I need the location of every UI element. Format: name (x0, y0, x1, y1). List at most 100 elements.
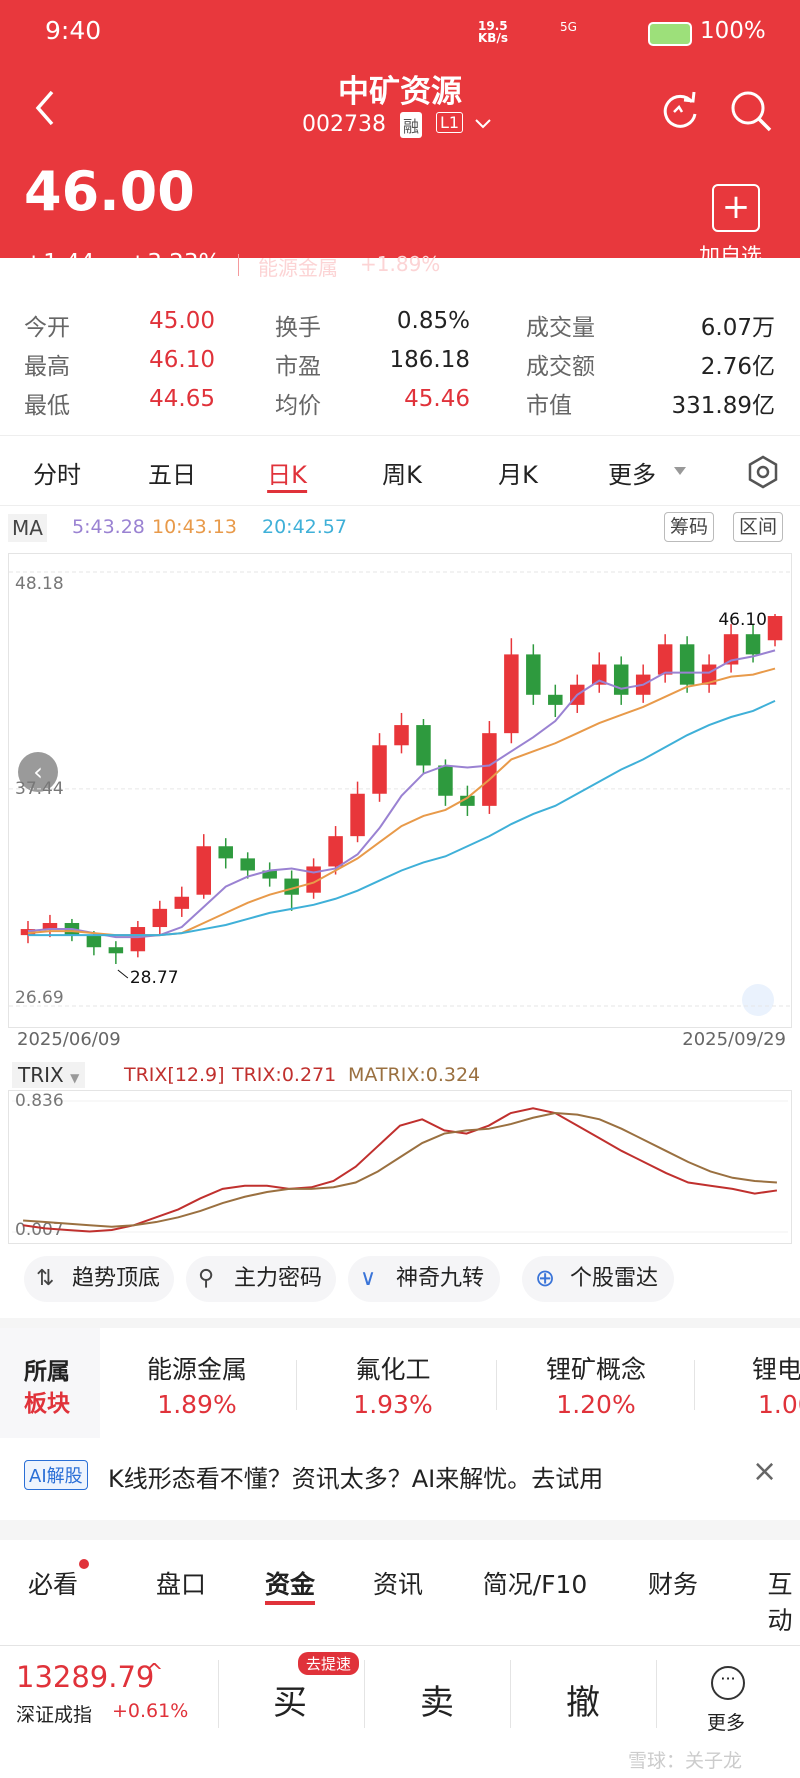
indicator-select[interactable]: TRIX ▼ (12, 1062, 86, 1088)
sector-name[interactable]: 能源金属 (146, 1355, 248, 1384)
content-tab[interactable]: 简况/F10 (482, 1570, 588, 1599)
content-tab[interactable]: 资讯 (372, 1570, 424, 1599)
ai-text[interactable]: K线形态看不懂？资讯太多？AI来解忧。去试用 (108, 1465, 604, 1493)
stat-value: 186.18 (389, 347, 470, 373)
tool-chip[interactable]: 趋势顶底 (24, 1256, 174, 1302)
content-tab[interactable]: 互动 (767, 1570, 793, 1635)
ai-badge: AI解股 (24, 1460, 88, 1490)
tool-chip[interactable]: 神奇九转 (348, 1256, 500, 1302)
stat-label: 成交额 (526, 354, 595, 380)
sector-name[interactable]: 锂电 (752, 1355, 800, 1384)
badge: L1 (436, 112, 464, 133)
chip-icon: ⚲ (198, 1266, 215, 1291)
add-label[interactable]: 加自选 (699, 244, 762, 268)
network: 5G (560, 20, 577, 34)
period-tab[interactable]: 月K (498, 461, 538, 489)
legend-entry: 10:43.13 (152, 516, 237, 538)
legend-entry: 5:43.28 (72, 516, 145, 538)
x-tick-label: 2025/06/09 (17, 1029, 121, 1050)
divider (364, 1660, 365, 1728)
sector-link[interactable]: 能源金属 (258, 256, 338, 280)
divider (218, 1660, 219, 1728)
indicator-select[interactable]: MA (8, 514, 47, 542)
sector-name[interactable]: 氟化工 (355, 1355, 431, 1384)
stat-value: 44.65 (149, 386, 215, 412)
stat-label: 最高 (24, 354, 70, 380)
chart-frame (8, 1090, 792, 1244)
chip-button[interactable]: 筹码 (664, 512, 715, 542)
watermark: 雪球：关子龙 (628, 1750, 743, 1772)
stat-value: 331.89亿 (671, 393, 775, 419)
content-tab[interactable]: 必看 (27, 1570, 79, 1599)
divider (510, 1660, 511, 1728)
price: 46.00 (24, 160, 195, 223)
change-pct: +3.23% (128, 250, 221, 276)
cancel-button[interactable]: 撤 (566, 1683, 600, 1723)
badge: 融 (400, 112, 423, 138)
battery: 100% (700, 18, 766, 44)
change: +1.44 (24, 250, 95, 276)
chip-icon: ⇅ (36, 1266, 55, 1291)
tool-chip[interactable]: 个股雷达 (522, 1256, 674, 1302)
stat-value: 2.76亿 (700, 354, 775, 380)
content-tab[interactable]: 财务 (647, 1570, 699, 1599)
stat-value: 0.85% (396, 308, 470, 334)
stat-label: 成交量 (526, 315, 595, 341)
back-button[interactable] (30, 88, 60, 128)
chart-frame (8, 553, 792, 1028)
indicator-params: TRIX[12.9] (124, 1064, 225, 1086)
stat-label: 最低 (24, 393, 70, 419)
close-button[interactable]: × (752, 1454, 778, 1489)
content-tab[interactable]: 盘口 (155, 1570, 207, 1599)
search-button[interactable] (728, 88, 774, 134)
divider (694, 1360, 695, 1410)
dropdown[interactable] (474, 118, 492, 130)
index-change: +0.61% (112, 1700, 189, 1722)
add-button[interactable]: + (712, 184, 760, 232)
stock-code: 002738 (302, 112, 386, 137)
buy-button[interactable]: 买 (273, 1683, 307, 1723)
sector-name[interactable]: 锂矿概念 (545, 1355, 647, 1384)
stat-value: 45.00 (149, 308, 215, 334)
divider (0, 1645, 800, 1646)
x-tick-label: 2025/09/29 (682, 1029, 786, 1050)
tool-chip[interactable]: 主力密码 (186, 1256, 336, 1302)
indicator-name: TRIX (18, 1063, 64, 1087)
divider (496, 1360, 497, 1410)
stat-label: 市盈 (275, 354, 321, 380)
index-name: 深证成指 (16, 1704, 93, 1726)
chip-icon: ∨ (360, 1266, 377, 1291)
settings-button[interactable] (747, 455, 779, 489)
content-tab[interactable]: 资金 (264, 1565, 316, 1605)
gap (0, 1318, 800, 1328)
more-button[interactable]: 更多 (707, 1712, 746, 1734)
fullscreen-button[interactable] (742, 984, 774, 1016)
index-value[interactable]: 13289.79 (16, 1660, 155, 1694)
divider (296, 1360, 297, 1410)
stock-title: 中矿资源 (338, 74, 462, 110)
sector-change: +1.89% (360, 252, 441, 276)
stat-value: 45.46 (404, 386, 470, 412)
index-arrow: ^ (145, 1660, 164, 1685)
more-icon[interactable]: ··· (711, 1666, 745, 1700)
speed-badge: 去提速 (298, 1652, 360, 1675)
period-tab[interactable]: 日K (267, 455, 307, 493)
status-time: 9:40 (45, 16, 102, 45)
legend-entry: TRIX:0.271 (232, 1064, 337, 1086)
period-tab[interactable]: 更多 (608, 461, 656, 489)
divider (0, 435, 800, 436)
sector-label-bg (0, 1328, 100, 1438)
range-button[interactable]: 区间 (733, 512, 784, 542)
divider (238, 254, 239, 276)
stat-value: 6.07万 (700, 315, 775, 341)
period-tab[interactable]: 周K (382, 461, 422, 489)
period-tab[interactable]: 五日 (148, 461, 196, 489)
divider (0, 505, 800, 506)
period-tab[interactable]: 分时 (33, 461, 81, 489)
legend-entry: 20:42.57 (262, 516, 347, 538)
scroll-left[interactable]: ‹ (18, 752, 58, 792)
sell-button[interactable]: 卖 (420, 1683, 454, 1723)
refresh-button[interactable] (658, 88, 702, 132)
chip-icon: ⊕ (535, 1264, 556, 1292)
